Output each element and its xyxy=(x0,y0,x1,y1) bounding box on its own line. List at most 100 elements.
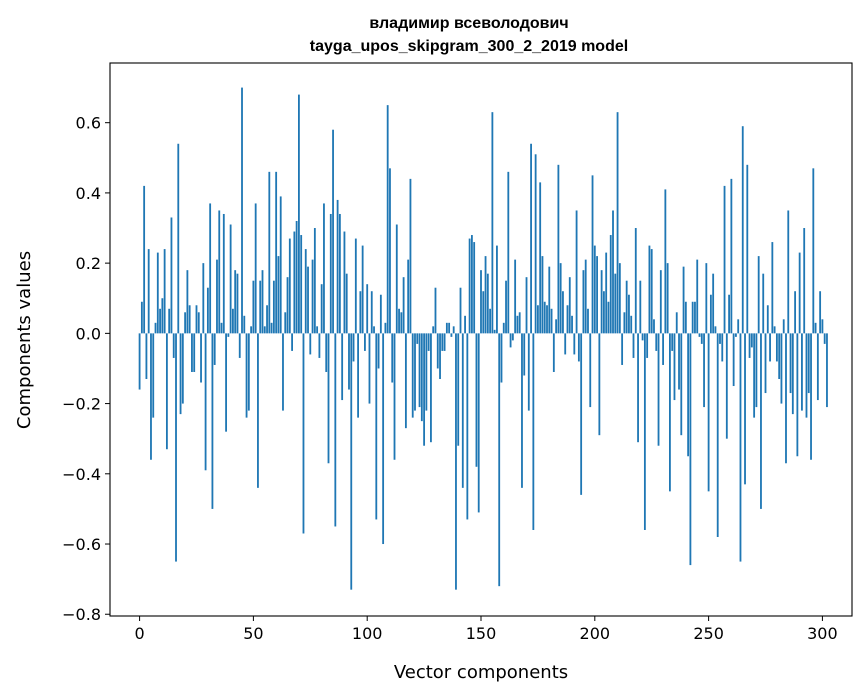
bar-249 xyxy=(705,263,708,334)
bar-262 xyxy=(735,333,737,337)
bar-226 xyxy=(653,319,655,334)
bar-289 xyxy=(796,333,799,457)
bar-47 xyxy=(245,333,248,418)
plot-frame xyxy=(109,62,853,617)
bar-241 xyxy=(687,333,690,457)
bar-189 xyxy=(568,277,571,334)
bar-195 xyxy=(582,270,585,334)
bar-123 xyxy=(418,333,421,408)
bar-272 xyxy=(757,256,760,334)
bar-52 xyxy=(257,333,259,488)
bar-9 xyxy=(159,308,161,334)
bar-140 xyxy=(457,333,460,446)
bar-30 xyxy=(206,287,209,334)
bar-18 xyxy=(179,333,182,415)
bar-69 xyxy=(295,221,298,334)
y-tick-label: 0.6 xyxy=(76,114,101,133)
bar-135 xyxy=(445,322,448,334)
bar-175 xyxy=(536,305,539,334)
bar-125 xyxy=(423,333,426,446)
bar-120 xyxy=(411,333,414,418)
bar-147 xyxy=(473,242,476,334)
bar-293 xyxy=(805,333,808,418)
bar-192 xyxy=(575,210,578,334)
bar-198 xyxy=(589,333,592,408)
bar-31 xyxy=(209,203,212,334)
bar-77 xyxy=(313,228,316,334)
bar-234 xyxy=(671,333,674,351)
bar-194 xyxy=(580,333,583,495)
bar-160 xyxy=(502,322,505,334)
bar-94 xyxy=(352,333,355,362)
bar-98 xyxy=(361,245,364,334)
bar-296 xyxy=(812,168,815,334)
bar-169 xyxy=(523,333,526,376)
bar-231 xyxy=(664,189,667,334)
bar-202 xyxy=(598,333,601,436)
bar-59 xyxy=(272,280,275,334)
bar-159 xyxy=(500,333,503,383)
bar-28 xyxy=(202,263,205,334)
bar-248 xyxy=(703,333,705,408)
bar-243 xyxy=(691,301,694,334)
bar-205 xyxy=(605,252,608,334)
bar-240 xyxy=(684,301,687,334)
bar-161 xyxy=(505,280,507,334)
bar-112 xyxy=(393,333,396,460)
bar-177 xyxy=(541,256,544,334)
y-tick-label: −0.4 xyxy=(62,465,101,484)
bar-218 xyxy=(634,228,637,334)
bar-70 xyxy=(298,94,300,334)
bar-245 xyxy=(696,259,699,334)
bar-117 xyxy=(404,333,407,429)
bar-109 xyxy=(386,105,389,334)
bar-180 xyxy=(548,266,551,334)
bar-250 xyxy=(707,333,710,492)
bar-157 xyxy=(496,245,498,334)
bar-35 xyxy=(218,210,221,334)
bar-183 xyxy=(555,319,558,334)
bar-283 xyxy=(782,319,785,334)
bar-233 xyxy=(669,333,671,492)
bar-57 xyxy=(268,171,271,334)
bar-11 xyxy=(163,249,166,334)
bar-151 xyxy=(482,291,485,334)
y-axis-label: Components values xyxy=(14,251,35,429)
bar-133 xyxy=(441,333,444,351)
bar-34 xyxy=(216,259,218,334)
bar-56 xyxy=(266,305,268,334)
bar-171 xyxy=(527,333,530,411)
bar-247 xyxy=(700,333,703,344)
bar-259 xyxy=(728,294,730,334)
bar-164 xyxy=(511,333,514,341)
bar-260 xyxy=(730,178,733,334)
bar-73 xyxy=(304,249,307,334)
bar-127 xyxy=(427,333,430,351)
bar-44 xyxy=(238,333,241,358)
bar-80 xyxy=(320,284,323,334)
bar-213 xyxy=(623,312,626,334)
bar-153 xyxy=(486,273,489,334)
bar-298 xyxy=(816,333,819,401)
bar-82 xyxy=(325,333,328,372)
bar-236 xyxy=(675,312,678,334)
bar-43 xyxy=(236,273,239,334)
x-tick-label: 150 xyxy=(466,624,497,643)
bar-114 xyxy=(398,308,400,334)
bar-230 xyxy=(662,333,664,365)
bar-93 xyxy=(350,333,353,590)
bar-203 xyxy=(600,270,603,334)
bar-86 xyxy=(334,333,337,527)
bars-group xyxy=(138,87,828,590)
bar-122 xyxy=(416,333,419,344)
bar-115 xyxy=(400,312,403,334)
bar-95 xyxy=(354,238,357,334)
bar-83 xyxy=(327,333,330,464)
bar-50 xyxy=(252,280,255,334)
bar-99 xyxy=(364,333,366,351)
bar-270 xyxy=(753,333,756,418)
bar-150 xyxy=(480,270,482,334)
bar-61 xyxy=(277,256,280,334)
